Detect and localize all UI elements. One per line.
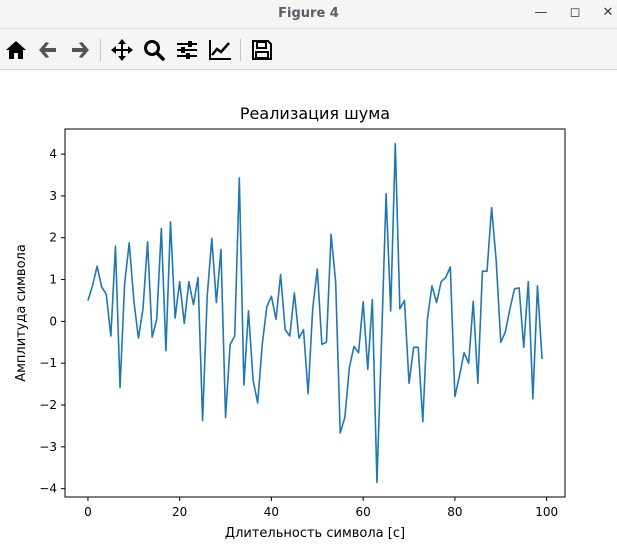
x-tick-label: 100	[535, 505, 558, 519]
save-button[interactable]	[250, 38, 274, 62]
figure-canvas[interactable]: Реализация шума 0 20 40 60 80 100 −4 −3 −2 −1 0 1 2 3…	[0, 70, 617, 543]
close-button[interactable]: ✕	[602, 5, 614, 20]
x-tick-label: 60	[356, 505, 371, 519]
sliders-icon	[177, 41, 197, 59]
maximize-button[interactable]: ◻	[569, 5, 581, 20]
forward-button[interactable]	[68, 38, 92, 62]
back-button[interactable]	[36, 38, 60, 62]
x-tick-label: 80	[447, 505, 462, 519]
x-axis-label: Длительность символа [с]	[225, 526, 405, 541]
minimize-button[interactable]: —	[534, 5, 548, 20]
pan-button[interactable]	[110, 38, 134, 62]
zoom-button[interactable]	[142, 38, 166, 62]
move-icon	[111, 39, 133, 61]
arrow-left-icon	[39, 42, 56, 58]
toolbar-separator	[100, 39, 101, 61]
magnifier-icon	[144, 40, 165, 61]
noise-series-line	[87, 142, 543, 484]
floppy-icon	[252, 40, 272, 60]
y-tick-label: −4	[39, 482, 57, 496]
line-chart-icon	[209, 40, 231, 60]
x-tick-label: 40	[264, 505, 279, 519]
y-tick-label: 4	[49, 147, 57, 161]
navigation-toolbar	[0, 29, 617, 70]
y-tick-label: −1	[39, 356, 57, 370]
arrow-right-icon	[72, 42, 89, 58]
y-axis-label: Амплитуда символа	[14, 244, 29, 382]
y-tick-label: 2	[49, 231, 57, 245]
edit-axis-button[interactable]	[208, 38, 232, 62]
chart-title: Реализация шума	[240, 104, 390, 123]
y-tick-label: 1	[49, 273, 57, 287]
y-tick-label: 3	[49, 189, 57, 203]
home-icon	[6, 41, 26, 59]
window-titlebar: Figure 4 — ◻ ✕	[0, 0, 617, 29]
noise-line-chart: Реализация шума 0 20 40 60 80 100 −4 −3 −2 −1 0 1 2 3…	[14, 104, 566, 541]
axes-frame	[64, 128, 566, 498]
home-button[interactable]	[4, 38, 28, 62]
toolbar-separator	[240, 39, 241, 61]
y-tick-label: −2	[39, 398, 57, 412]
x-tick-label: 20	[172, 505, 187, 519]
y-tick-label: −3	[39, 440, 57, 454]
y-tick-label: 0	[49, 314, 57, 328]
x-tick-label: 0	[84, 505, 92, 519]
configure-subplots-button[interactable]	[175, 38, 199, 62]
window-title: Figure 4	[278, 6, 339, 21]
